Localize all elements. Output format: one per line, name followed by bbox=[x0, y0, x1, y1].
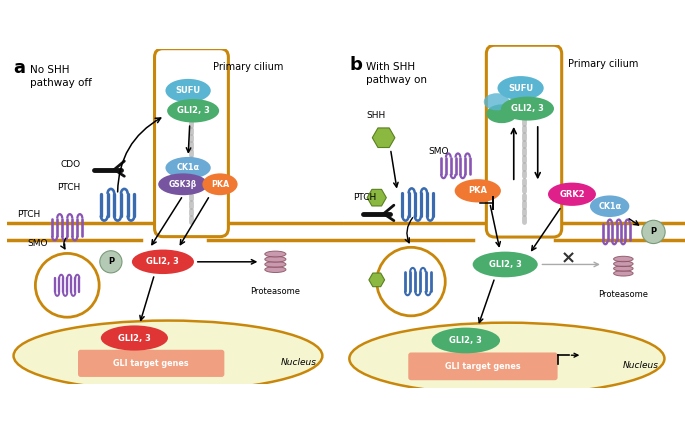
Text: GLI2, 3: GLI2, 3 bbox=[511, 104, 544, 113]
Text: With SHH
pathway on: With SHH pathway on bbox=[366, 62, 427, 85]
Ellipse shape bbox=[14, 320, 323, 391]
Ellipse shape bbox=[265, 267, 286, 272]
Ellipse shape bbox=[158, 173, 208, 195]
FancyBboxPatch shape bbox=[155, 48, 228, 237]
Text: GRK2: GRK2 bbox=[559, 190, 585, 199]
Text: SHH: SHH bbox=[366, 111, 386, 120]
Text: b: b bbox=[349, 55, 362, 74]
Text: GLI2, 3: GLI2, 3 bbox=[489, 260, 521, 269]
Ellipse shape bbox=[614, 261, 633, 267]
Text: SUFU: SUFU bbox=[175, 86, 201, 95]
Text: PTCH: PTCH bbox=[17, 210, 40, 220]
Circle shape bbox=[642, 220, 665, 243]
Ellipse shape bbox=[614, 256, 633, 262]
Ellipse shape bbox=[167, 99, 219, 123]
Text: CDO: CDO bbox=[60, 160, 81, 169]
Text: GLI target genes: GLI target genes bbox=[445, 362, 521, 371]
Ellipse shape bbox=[101, 326, 168, 351]
FancyBboxPatch shape bbox=[486, 45, 562, 237]
Text: SMO: SMO bbox=[27, 239, 47, 248]
Text: PTCH: PTCH bbox=[353, 193, 376, 202]
Ellipse shape bbox=[265, 251, 286, 257]
Text: Proteasome: Proteasome bbox=[251, 287, 300, 296]
Text: SUFU: SUFU bbox=[508, 84, 533, 93]
Ellipse shape bbox=[265, 256, 286, 262]
Text: Proteasome: Proteasome bbox=[599, 290, 648, 299]
Text: GLI2, 3: GLI2, 3 bbox=[177, 106, 210, 115]
Text: Nucleus: Nucleus bbox=[623, 361, 658, 370]
FancyBboxPatch shape bbox=[408, 352, 558, 380]
Text: P: P bbox=[651, 227, 656, 236]
Ellipse shape bbox=[132, 249, 194, 274]
Text: CK1α: CK1α bbox=[598, 202, 621, 211]
Polygon shape bbox=[369, 273, 385, 287]
Text: Primary cilium: Primary cilium bbox=[213, 62, 284, 72]
Polygon shape bbox=[373, 128, 395, 148]
Text: GLI2, 3: GLI2, 3 bbox=[118, 333, 151, 343]
Ellipse shape bbox=[432, 328, 500, 353]
Text: GLI2, 3: GLI2, 3 bbox=[449, 336, 482, 345]
Ellipse shape bbox=[202, 173, 238, 195]
Ellipse shape bbox=[166, 157, 211, 179]
Text: GLI target genes: GLI target genes bbox=[113, 359, 189, 368]
Text: GSK3β: GSK3β bbox=[169, 180, 197, 189]
Ellipse shape bbox=[614, 271, 633, 276]
Ellipse shape bbox=[590, 195, 630, 217]
Text: PTCH: PTCH bbox=[57, 184, 80, 193]
Polygon shape bbox=[367, 189, 386, 206]
Ellipse shape bbox=[614, 266, 633, 271]
Text: Primary cilium: Primary cilium bbox=[568, 59, 638, 69]
Text: P: P bbox=[108, 257, 114, 266]
Ellipse shape bbox=[484, 93, 510, 110]
Text: ×: × bbox=[561, 249, 576, 267]
Text: No SHH
pathway off: No SHH pathway off bbox=[30, 65, 92, 88]
Ellipse shape bbox=[486, 104, 517, 123]
Text: CK1α: CK1α bbox=[177, 163, 199, 172]
Ellipse shape bbox=[265, 262, 286, 267]
Text: a: a bbox=[14, 59, 25, 77]
Text: PKA: PKA bbox=[211, 180, 229, 189]
Text: Nucleus: Nucleus bbox=[281, 358, 317, 367]
Ellipse shape bbox=[455, 179, 501, 203]
Text: PKA: PKA bbox=[469, 186, 487, 195]
Ellipse shape bbox=[166, 79, 211, 102]
Ellipse shape bbox=[548, 183, 596, 206]
Ellipse shape bbox=[349, 323, 664, 394]
Text: GLI2, 3: GLI2, 3 bbox=[147, 257, 179, 266]
Ellipse shape bbox=[497, 76, 544, 100]
Ellipse shape bbox=[473, 252, 538, 277]
Circle shape bbox=[100, 251, 122, 273]
Ellipse shape bbox=[501, 97, 554, 121]
Text: SMO: SMO bbox=[428, 147, 449, 156]
FancyBboxPatch shape bbox=[78, 350, 225, 377]
